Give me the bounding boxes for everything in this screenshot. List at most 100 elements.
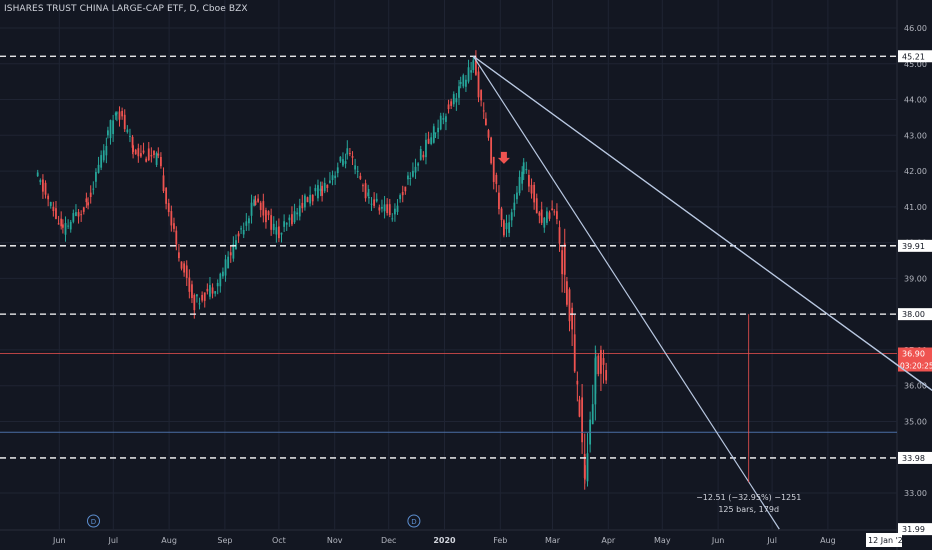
candle-body <box>336 167 339 174</box>
candle-body <box>52 206 55 211</box>
candle-body <box>503 220 505 236</box>
candle-body <box>126 129 129 133</box>
price-level-tag <box>898 523 932 536</box>
candle-body <box>467 67 470 82</box>
candle-body <box>237 233 240 237</box>
candle-body <box>600 350 602 374</box>
candle-body <box>422 154 425 158</box>
candle-body <box>510 212 513 221</box>
candle-body <box>69 221 72 230</box>
candle-body <box>528 175 530 187</box>
candle-body <box>97 164 100 173</box>
candle-body <box>399 195 402 200</box>
candle-body <box>470 70 473 73</box>
candle-body <box>259 202 262 211</box>
candle-body <box>278 226 280 239</box>
candle-body <box>175 230 178 245</box>
candle-body <box>354 165 357 170</box>
candle-body <box>267 211 270 216</box>
candle-body <box>566 281 568 305</box>
candle-body <box>102 150 105 161</box>
x-tick-label: Jul <box>766 536 777 545</box>
candle-body <box>378 207 381 211</box>
candle-body <box>235 240 237 250</box>
candle-body <box>425 139 427 158</box>
candle-body <box>561 250 564 275</box>
candle-body <box>132 145 134 152</box>
candle-body <box>196 294 198 297</box>
candle-body <box>219 273 222 287</box>
candle-body <box>540 209 543 223</box>
candle-body <box>72 213 75 222</box>
candle-body <box>414 166 417 173</box>
candle-body <box>500 208 503 221</box>
candle-body <box>80 214 83 216</box>
candle-body <box>388 204 391 215</box>
candle-body <box>349 153 351 155</box>
chart-title: ISHARES TRUST CHINA LARGE-CAP ETF, D, Cb… <box>4 4 248 14</box>
x-tick-label: Dec <box>381 536 396 545</box>
candle-body <box>118 111 121 120</box>
candle-body <box>368 197 370 199</box>
candle-body <box>232 244 235 259</box>
down-arrow-icon <box>497 151 510 164</box>
y-tick-label: 33.00 <box>904 489 927 498</box>
candle-body <box>248 218 250 224</box>
candle-body <box>490 137 493 164</box>
dividend-marker-label: D <box>91 518 96 526</box>
candle-body <box>85 198 88 203</box>
candle-body <box>304 195 306 208</box>
candle-body <box>283 221 286 227</box>
candle-body <box>167 203 170 213</box>
candle-body <box>480 90 483 101</box>
candle-body <box>131 136 134 148</box>
candle-body <box>475 56 477 75</box>
candle-body <box>472 60 475 70</box>
x-tick-label: Feb <box>493 536 507 545</box>
candle-body <box>77 212 80 217</box>
candle-body <box>602 358 605 365</box>
x-tick-label: Nov <box>327 536 343 545</box>
candle-body <box>359 175 362 179</box>
candle-body <box>482 110 485 112</box>
candle-body <box>242 230 245 235</box>
candle-body <box>459 81 462 84</box>
candle-body <box>543 217 546 228</box>
candle-body <box>551 208 554 211</box>
y-tick-label: 42.00 <box>904 167 927 176</box>
candle-body <box>296 212 299 215</box>
candle-body <box>346 148 349 155</box>
candle-body <box>516 192 518 200</box>
candle-body <box>145 158 148 162</box>
candle-body <box>254 200 257 205</box>
candle-body <box>272 223 275 231</box>
x-tick-label: Jul <box>107 536 118 545</box>
price-level-tag <box>898 308 932 321</box>
candle-body <box>342 159 344 166</box>
candle-body <box>458 86 460 98</box>
candle-body <box>64 223 67 235</box>
price-level-label: 39.91 <box>902 242 925 251</box>
x-tick-label: Aug <box>161 536 177 545</box>
y-tick-label: 41.00 <box>904 203 927 212</box>
current-price-tag <box>898 347 932 372</box>
candle-body <box>434 132 437 134</box>
candle-body <box>442 118 445 120</box>
candle-body <box>339 156 342 162</box>
candle-body <box>129 135 131 137</box>
trend-line <box>472 55 932 392</box>
candle-body <box>227 256 230 269</box>
candle-body <box>427 138 430 144</box>
candle-body <box>558 227 561 244</box>
candle-body <box>430 137 433 145</box>
candle-body <box>578 399 581 417</box>
candle-body <box>142 150 145 153</box>
candle-body <box>257 198 260 202</box>
candle-body <box>317 185 319 199</box>
candle-body <box>396 205 399 212</box>
candle-body <box>222 271 224 277</box>
candle-body <box>323 182 326 192</box>
candle-body <box>417 163 420 166</box>
candle-body <box>386 204 389 214</box>
